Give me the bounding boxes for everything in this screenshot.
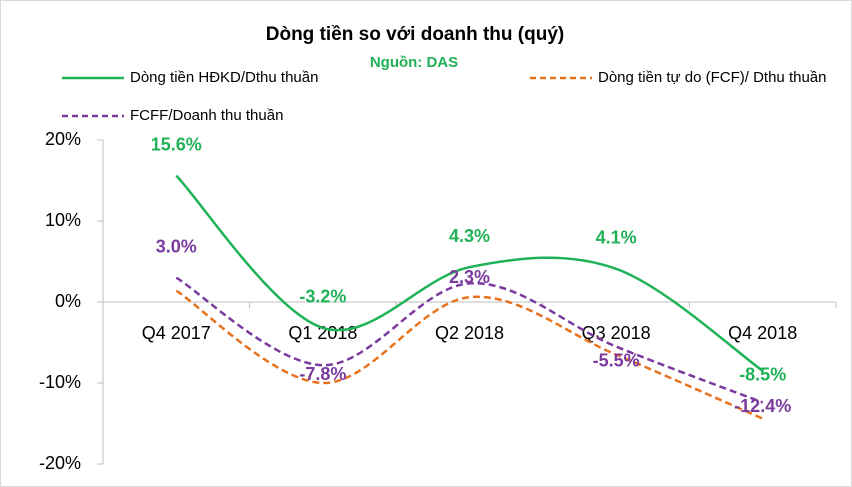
data-label: 4.1% [596,228,637,248]
x-tick-label: Q3 2018 [582,323,651,343]
y-tick-label: -10% [39,372,81,392]
line-series [175,289,764,420]
data-label: -12.4% [734,396,791,416]
legend-label: Dòng tiền tự do (FCF)/ Dthu thuần [598,69,826,86]
data-label: 2.3% [449,267,490,287]
data-label: 4.3% [449,226,490,246]
chart-title: Dòng tiền so với doanh thu (quý) [266,24,564,45]
y-tick-label: -20% [39,453,81,473]
x-tick-label: Q4 2017 [142,323,211,343]
y-tick-label: 10% [45,210,81,230]
line-series [175,174,764,372]
y-tick-label: 20% [45,129,81,149]
data-label: -5.5% [593,350,640,370]
y-tick-label: 0% [55,291,81,311]
x-tick-label: Q2 2018 [435,323,504,343]
x-tick-label: Q1 2018 [288,323,357,343]
data-label: 3.0% [156,236,197,256]
data-label: -8.5% [739,365,786,385]
line-series [175,276,764,404]
x-tick-label: Q4 2018 [728,323,797,343]
legend-label: FCFF/Doanh thu thuần [130,107,283,124]
chart-subtitle: Nguồn: DAS [370,54,458,71]
data-label: -3.2% [299,287,346,307]
data-label: 15.6% [151,134,202,154]
legend-label: Dòng tiền HĐKD/Dthu thuần [130,69,318,86]
data-label: -7.8% [299,364,346,384]
